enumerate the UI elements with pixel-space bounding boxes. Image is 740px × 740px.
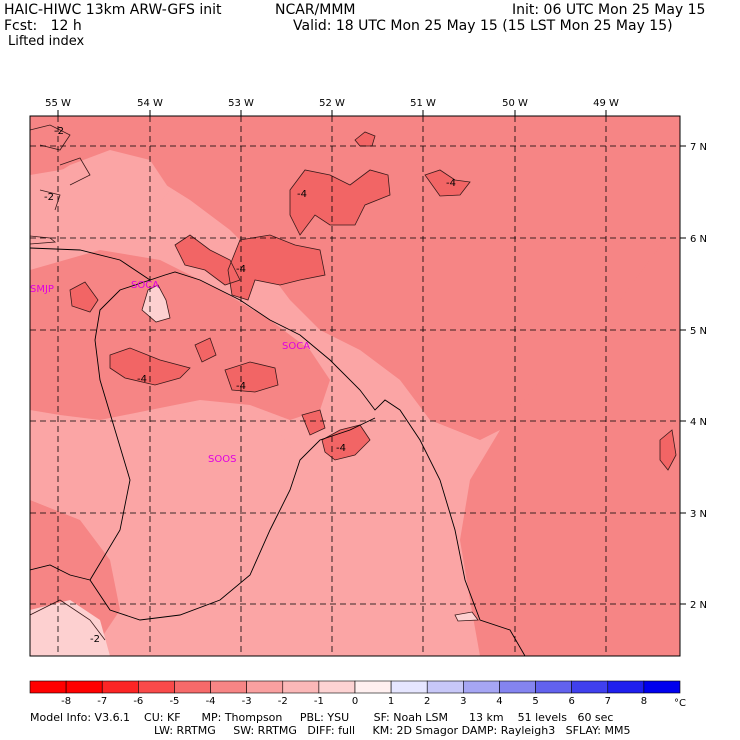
lat-label: 3 N	[690, 509, 707, 520]
colorbar-swatch	[571, 680, 609, 694]
field-deep-12	[660, 430, 676, 470]
colorbar-swatch	[643, 680, 681, 694]
lon-label: 51 W	[410, 98, 436, 109]
colorbar-swatch	[101, 680, 139, 694]
lat-lon-grid	[30, 116, 680, 656]
field-deep-2	[228, 235, 325, 300]
colorbar-swatch	[29, 680, 67, 694]
colorbar-tick-label: 3	[460, 696, 466, 707]
colorbar-tick-label: 1	[388, 696, 394, 707]
colorbar-tick-label: 6	[568, 696, 574, 707]
forecast-hour: Fcst: 12 h	[4, 18, 82, 34]
lon-label: 49 W	[593, 98, 619, 109]
field-nw-light	[30, 150, 170, 245]
field-deep-9	[425, 170, 470, 196]
colorbar-tick-label: -2	[278, 696, 288, 707]
field-deep-3	[175, 235, 240, 285]
colorbar-tick-label: -3	[242, 696, 252, 707]
lon-label: 55 W	[45, 98, 71, 109]
colorbar-tick-label: 4	[496, 696, 502, 707]
map-frame	[29, 115, 681, 657]
contour-label: -4	[297, 189, 307, 200]
contour-label: -4	[446, 178, 456, 189]
lat-label: 6 N	[690, 234, 707, 245]
contour-label: -4	[336, 443, 346, 454]
lat-label: 4 N	[690, 417, 707, 428]
colorbar-swatch	[354, 680, 392, 694]
contour-label: -4	[236, 381, 246, 392]
colorbar-tick-label: 5	[532, 696, 538, 707]
colorbar-swatch	[535, 680, 572, 694]
colorbar-swatch	[463, 680, 500, 694]
contour-label: -2	[90, 634, 100, 645]
colorbar-swatch	[210, 680, 247, 694]
field-deep-11	[70, 282, 98, 312]
colorbar-swatch	[499, 680, 536, 694]
colorbar-swatch	[174, 680, 211, 694]
contour-label: -2	[44, 192, 54, 203]
colorbar-tick-label: 7	[605, 696, 611, 707]
station-label-smjp: SMJP	[30, 284, 54, 295]
field-pale-soca	[142, 285, 170, 322]
footer-model-info: Model Info: V3.6.1 CU: KF MP: Thompson P…	[30, 711, 614, 724]
field-deep-10	[355, 132, 375, 146]
colorbar-swatch	[282, 680, 320, 694]
lat-label: 2 N	[690, 600, 707, 611]
colorbar-swatch	[318, 680, 356, 694]
valid-time: Valid: 18 UTC Mon 25 May 15 (15 LST Mon …	[293, 18, 673, 34]
colorbar-tick-label: -8	[61, 696, 71, 707]
colorbar-tick-label: -5	[169, 696, 179, 707]
colorbar-tick-label: 8	[641, 696, 647, 707]
station-label-soca-1: SOCA	[131, 280, 159, 291]
station-label-soca-2: SOCA	[282, 341, 310, 352]
contour-label: -2	[54, 126, 64, 137]
lon-label: 52 W	[319, 98, 345, 109]
organization: NCAR/MMM	[275, 2, 356, 18]
lon-label: 54 W	[137, 98, 163, 109]
colorbar-swatch	[65, 680, 103, 694]
colorbar-swatch	[246, 680, 284, 694]
field-deep-1	[290, 170, 390, 235]
field-north-mid	[30, 116, 680, 440]
lat-label: 7 N	[690, 142, 707, 153]
colorbar-tick-label: -7	[97, 696, 107, 707]
footer-physics-info: LW: RRTMG SW: RRTMG DIFF: full KM: 2D Sm…	[154, 724, 631, 737]
contour-label: -4	[236, 264, 246, 275]
coastline-borders	[30, 247, 526, 656]
colorbar-tick-label: -4	[206, 696, 216, 707]
contour-label: -4	[137, 374, 147, 385]
colorbar-tick-label: 2	[424, 696, 430, 707]
lon-label: 53 W	[228, 98, 254, 109]
model-title: HAIC-HIWC 13km ARW-GFS init	[4, 2, 222, 18]
colorbar-tick-label: 0	[352, 696, 358, 707]
field-name: Lifted index	[8, 34, 85, 49]
colorbar-tick-label: -6	[133, 696, 143, 707]
colorbar-swatch	[426, 680, 464, 694]
colorbar-swatch	[138, 680, 175, 694]
field-pale-sw	[30, 600, 110, 656]
colorbar-unit: °C	[674, 698, 686, 709]
contour-lines	[30, 124, 677, 641]
colorbar-ticks: -8 -7 -6 -5 -4 -3 -2 -1 0 1 2 3 4 5 6 7 8	[61, 696, 647, 707]
field-deep-5	[225, 362, 278, 392]
field-deep-6	[195, 338, 216, 362]
colorbar-swatch	[607, 680, 645, 694]
colorbar-tick-label: -1	[314, 696, 324, 707]
init-time: Init: 06 UTC Mon 25 May 15	[512, 2, 706, 18]
station-label-soos: SOOS	[208, 454, 236, 465]
colorbar	[29, 680, 681, 694]
lat-label: 5 N	[690, 326, 707, 337]
colorbar-swatch	[390, 680, 428, 694]
lon-label: 50 W	[502, 98, 528, 109]
